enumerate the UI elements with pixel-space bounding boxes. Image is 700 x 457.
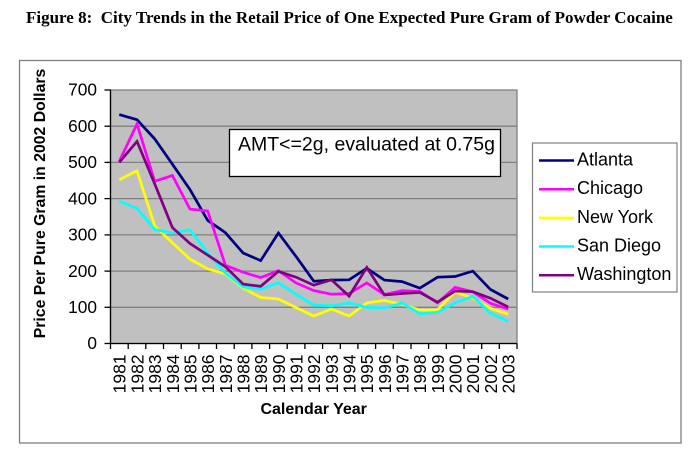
svg-text:New York: New York (577, 207, 654, 227)
svg-text:1993: 1993 (322, 354, 342, 393)
svg-text:700: 700 (68, 80, 97, 100)
svg-text:1983: 1983 (145, 354, 165, 393)
svg-text:San Diego: San Diego (577, 235, 661, 255)
svg-text:1995: 1995 (357, 354, 377, 393)
svg-text:AMT<=2g, evaluated at 0.75g: AMT<=2g, evaluated at 0.75g (238, 134, 495, 156)
svg-text:600: 600 (68, 116, 97, 136)
svg-text:1996: 1996 (375, 354, 395, 393)
svg-text:1982: 1982 (127, 354, 147, 393)
svg-text:100: 100 (68, 297, 97, 317)
svg-text:200: 200 (68, 261, 97, 281)
svg-text:Atlanta: Atlanta (577, 149, 634, 169)
svg-text:400: 400 (68, 188, 97, 208)
svg-text:2001: 2001 (463, 354, 483, 393)
svg-text:Chicago: Chicago (577, 178, 643, 198)
svg-text:500: 500 (68, 152, 97, 172)
svg-text:1985: 1985 (180, 354, 200, 393)
svg-text:2000: 2000 (446, 354, 466, 393)
svg-text:1997: 1997 (393, 354, 413, 393)
svg-text:1999: 1999 (428, 354, 448, 393)
svg-text:1994: 1994 (340, 354, 360, 393)
svg-text:1987: 1987 (216, 354, 236, 393)
svg-text:1992: 1992 (304, 354, 324, 393)
svg-text:1988: 1988 (234, 354, 254, 393)
svg-text:300: 300 (68, 225, 97, 245)
svg-text:0: 0 (87, 333, 97, 353)
svg-text:Washington: Washington (577, 264, 671, 284)
svg-text:1981: 1981 (110, 354, 130, 393)
svg-text:1998: 1998 (410, 354, 430, 393)
svg-text:2003: 2003 (499, 354, 519, 393)
svg-text:1990: 1990 (269, 354, 289, 393)
svg-text:1986: 1986 (198, 354, 218, 393)
svg-text:1984: 1984 (163, 354, 183, 393)
svg-text:Calendar Year: Calendar Year (260, 401, 366, 418)
svg-text:Price Per Pure Gram in 2002 Do: Price Per Pure Gram in 2002 Dollars (32, 69, 49, 339)
svg-text:1989: 1989 (251, 354, 271, 393)
svg-text:1991: 1991 (287, 354, 307, 393)
svg-text:2002: 2002 (481, 354, 501, 393)
